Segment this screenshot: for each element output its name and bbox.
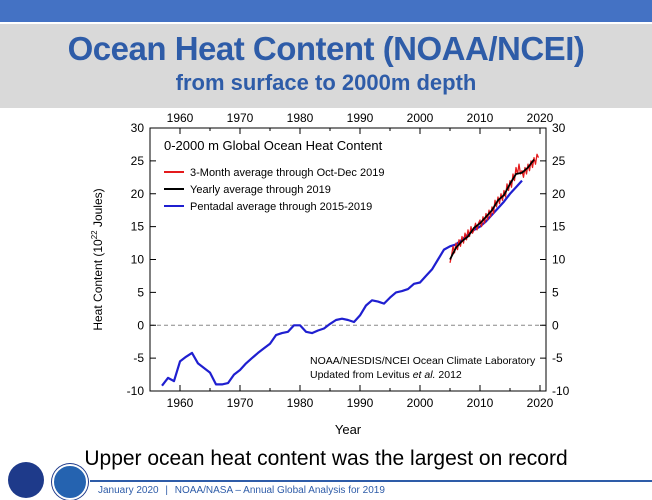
y-axis-label-exponent: 22 — [90, 230, 99, 239]
y-tick-label-left: 10 — [131, 253, 145, 267]
y-tick-label-right: -10 — [552, 384, 570, 398]
y-tick-label-right: 10 — [552, 253, 566, 267]
footer-divider — [90, 480, 652, 482]
annotation-line-2-suffix: 2012 — [435, 369, 461, 381]
y-tick-label-left: 15 — [131, 220, 145, 234]
ocean-heat-chart: 1960196019701970198019801990199020002000… — [90, 111, 570, 437]
y-tick-label-left: 5 — [137, 285, 144, 299]
x-tick-label-top: 1960 — [167, 111, 194, 125]
chart-title: 0-2000 m Global Ocean Heat Content — [164, 138, 383, 153]
y-tick-label-right: -5 — [552, 351, 563, 365]
y-tick-label-left: 25 — [131, 154, 145, 168]
series-line-1 — [449, 159, 535, 260]
annotation-line-1: NOAA/NESDIS/NCEI Ocean Climate Laborator… — [310, 355, 536, 367]
chart-panel: 1960 1960 1970 1970 1980 1980 1990 1990 2000 2000… — [88, 108, 580, 438]
x-tick-label-bottom: 1980 — [287, 396, 314, 410]
legend-label-1: Yearly average through 2019 — [190, 184, 331, 196]
x-tick-label-bottom: 1970 — [227, 396, 254, 410]
slide-caption: Upper ocean heat content was the largest… — [84, 447, 568, 470]
y-tick-label-right: 15 — [552, 220, 566, 234]
y-tick-label-right: 0 — [552, 318, 559, 332]
x-tick-label-bottom: 2000 — [407, 396, 434, 410]
x-tick-label-top: 1990 — [347, 111, 374, 125]
annotation-line-2: Updated from Levitus et al. 2012 — [310, 369, 462, 381]
y-tick-label-right: 20 — [552, 187, 566, 201]
x-tick-label-top: 1970 — [227, 111, 254, 125]
x-tick-label-bottom: 2010 — [467, 396, 494, 410]
footer-text: January 2020 | NOAA/NASA – Annual Global… — [98, 485, 385, 496]
x-tick-label-bottom: 2020 — [527, 396, 554, 410]
x-tick-label-top: 2010 — [467, 111, 494, 125]
legend-label-2: Pentadal average through 2015-2019 — [190, 201, 372, 213]
footer-source: NOAA/NASA – Annual Global Analysis for 2… — [174, 485, 385, 496]
title-band — [0, 24, 652, 108]
legend-label-0: 3-Month average through Oct-Dec 2019 — [190, 167, 384, 179]
x-tick-label-top: 2020 — [527, 111, 554, 125]
y-tick-label-right: 5 — [552, 285, 559, 299]
x-axis-label: Year — [335, 422, 362, 437]
slide-subtitle: from surface to 2000m depth — [175, 70, 477, 95]
top-accent-bar — [0, 0, 652, 22]
y-tick-label-left: 20 — [131, 187, 145, 201]
y-tick-label-left: -5 — [133, 351, 144, 365]
annotation-line-2-prefix: Updated from Levitus — [310, 369, 413, 381]
slide-title: Ocean Heat Content (NOAA/NCEI) — [67, 30, 585, 67]
x-tick-label-top: 2000 — [407, 111, 434, 125]
y-axis-label-unit: Joules) — [91, 188, 105, 230]
y-axis-label-main: Heat Content (10 — [91, 239, 105, 331]
x-tick-label-bottom: 1960 — [167, 396, 194, 410]
x-tick-label-top: 1980 — [287, 111, 314, 125]
y-tick-label-left: 0 — [137, 318, 144, 332]
nasa-logo — [8, 462, 44, 498]
y-tick-label-right: 30 — [552, 121, 566, 135]
y-axis-label: Heat Content (1022 Joules) — [90, 188, 105, 330]
y-tick-label-left: -10 — [127, 384, 145, 398]
y-tick-label-left: 30 — [131, 121, 145, 135]
x-tick-label-bottom: 1990 — [347, 396, 374, 410]
annotation-line-2-italic: et al. — [413, 369, 436, 381]
noaa-logo — [52, 464, 88, 500]
footer-separator: | — [165, 485, 168, 496]
footer-date: January 2020 — [98, 485, 159, 496]
y-tick-label-right: 25 — [552, 154, 566, 168]
